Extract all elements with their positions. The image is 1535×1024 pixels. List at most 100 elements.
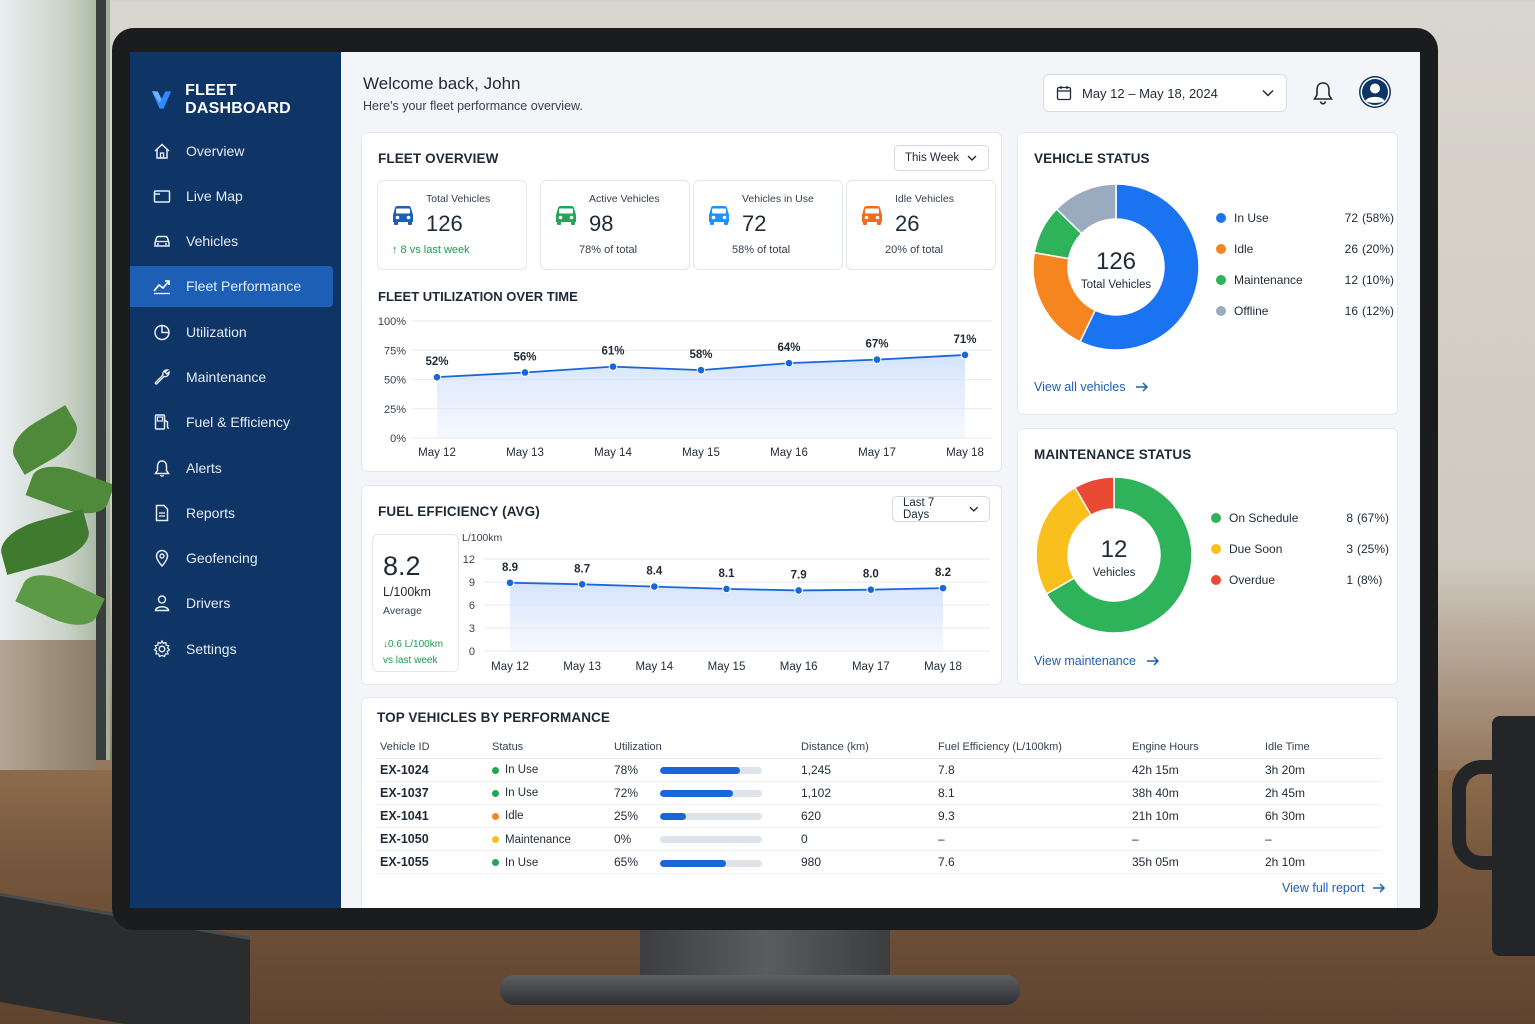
- vehicle-status-donut: 126 Total Vehicles: [1032, 181, 1202, 356]
- date-range-select[interactable]: May 12 – May 18, 2024: [1043, 74, 1287, 112]
- idle-time-cell: 3h 20m: [1261, 758, 1382, 781]
- x-tick-label: May 12: [491, 661, 529, 673]
- view-maintenance-link[interactable]: View maintenance: [1034, 654, 1160, 668]
- status-cell: In Use: [488, 851, 610, 874]
- legend-label: Overdue: [1229, 573, 1327, 587]
- table-row[interactable]: EX-1024 In Use 78% 1,245 7.8 42h 15m 3h 20m: [376, 758, 1382, 781]
- sidebar-item-drivers[interactable]: Drivers: [130, 583, 333, 624]
- x-tick-label: May 17: [858, 447, 896, 459]
- vehicle-id-cell[interactable]: EX-1055: [376, 851, 488, 874]
- user-avatar[interactable]: [1359, 76, 1391, 108]
- brand[interactable]: FLEET DASHBOARD: [150, 82, 341, 118]
- column-header[interactable]: Distance (km): [797, 736, 934, 758]
- table-row[interactable]: EX-1041 Idle 25% 620 9.3 21h 10m 6h 30m: [376, 804, 1382, 827]
- legend-count: 72: [1332, 211, 1358, 225]
- sidebar-item-fuel-efficiency[interactable]: Fuel & Efficiency: [130, 402, 333, 443]
- fuel-efficiency-card: FUEL EFFICIENCY (AVG) Last 7 Days 8.2 L/…: [361, 485, 1002, 685]
- status-cell: In Use: [488, 758, 610, 781]
- sidebar-item-label: Settings: [186, 641, 237, 657]
- fleet-overview-title: FLEET OVERVIEW: [378, 151, 498, 166]
- y-tick-label: 100%: [378, 316, 406, 328]
- sidebar-item-settings[interactable]: Settings: [130, 628, 333, 669]
- sidebar-item-overview[interactable]: Overview: [130, 130, 333, 171]
- trend-icon: [152, 276, 172, 296]
- status-dot: [492, 767, 499, 774]
- fleet-overview-card: FLEET OVERVIEW This Week Total Vehicles 1…: [361, 132, 1002, 472]
- legend-item: In Use 72 (58%): [1216, 211, 1394, 225]
- vehicle-status-card: VEHICLE STATUS 126 Total Vehicles In Use 7…: [1017, 132, 1398, 415]
- table-row[interactable]: EX-1055 In Use 65% 980 7.6 35h 05m 2h 10m: [376, 851, 1382, 874]
- legend-count: 16: [1332, 304, 1358, 318]
- view-all-vehicles-link[interactable]: View all vehicles: [1034, 380, 1149, 394]
- view-full-report-link[interactable]: View full report: [1282, 881, 1386, 895]
- utilization-cell: 0%: [610, 828, 797, 851]
- vehicle-status-title: VEHICLE STATUS: [1034, 151, 1150, 166]
- status-label: In Use: [505, 787, 538, 799]
- column-header[interactable]: Idle Time: [1261, 736, 1382, 758]
- column-header[interactable]: Utilization: [610, 736, 797, 758]
- sidebar-item-geofencing[interactable]: Geofencing: [130, 538, 333, 579]
- kpi-label: Vehicles in Use: [742, 193, 814, 205]
- notification-bell-icon[interactable]: [1311, 80, 1335, 106]
- bell-icon: [152, 458, 172, 478]
- legend-count: 3: [1327, 542, 1353, 556]
- legend-count: 1: [1327, 573, 1353, 587]
- vehicle-id-cell[interactable]: EX-1041: [376, 804, 488, 827]
- fuel-icon: [152, 412, 172, 432]
- sidebar-item-label: Live Map: [186, 188, 243, 204]
- utilization-bar: [660, 790, 762, 797]
- legend-item: Overdue 1 (8%): [1211, 573, 1382, 587]
- column-header[interactable]: Fuel Efficiency (L/100km): [934, 736, 1128, 758]
- link-label: View all vehicles: [1034, 380, 1125, 394]
- fuel-period-select[interactable]: Last 7 Days: [892, 496, 990, 522]
- donut-center-value: 12: [1101, 536, 1128, 563]
- vehicle-id-cell[interactable]: EX-1024: [376, 758, 488, 781]
- vehicle-id-cell[interactable]: EX-1037: [376, 781, 488, 804]
- table-row[interactable]: EX-1050 Maintenance 0% 0– – –: [376, 828, 1382, 851]
- engine-hours-cell: 35h 05m: [1128, 851, 1261, 874]
- top-vehicles-title: TOP VEHICLES BY PERFORMANCE: [377, 710, 610, 725]
- gear-icon: [152, 639, 172, 659]
- data-point: [795, 587, 803, 595]
- sidebar-item-alerts[interactable]: Alerts: [130, 447, 333, 488]
- sidebar-item-label: Reports: [186, 505, 235, 521]
- legend-dot: [1216, 275, 1226, 285]
- sidebar-item-utilization[interactable]: Utilization: [130, 311, 333, 352]
- link-label: View full report: [1282, 881, 1364, 895]
- fleet-overview-period-select[interactable]: This Week: [894, 145, 989, 171]
- kpi-idle-vehicles: Idle Vehicles 26 20% of total: [846, 180, 996, 270]
- sidebar-item-vehicles[interactable]: Vehicles: [130, 221, 333, 262]
- data-label: 7.9: [791, 569, 807, 581]
- report-icon: [152, 503, 172, 523]
- data-label: 71%: [953, 334, 976, 346]
- sidebar-item-fleet-performance[interactable]: Fleet Performance: [130, 266, 333, 307]
- column-header[interactable]: Status: [488, 736, 610, 758]
- engine-hours-cell: –: [1128, 828, 1261, 851]
- y-axis-label: L/100km: [462, 532, 503, 544]
- sidebar-item-reports[interactable]: Reports: [130, 492, 333, 533]
- kpi-label: Active Vehicles: [589, 193, 660, 205]
- vehicle-id-cell[interactable]: EX-1050: [376, 828, 488, 851]
- legend-dot: [1216, 213, 1226, 223]
- engine-hours-cell: 21h 10m: [1128, 804, 1261, 827]
- engine-hours-cell: 38h 40m: [1128, 781, 1261, 804]
- kpi-active-vehicles: Active Vehicles 98 78% of total: [540, 180, 690, 270]
- data-point: [521, 369, 529, 377]
- car-icon: [553, 203, 579, 227]
- fuel-efficiency-title: FUEL EFFICIENCY (AVG): [378, 504, 540, 519]
- donut-center-value: 126: [1096, 248, 1136, 275]
- column-header[interactable]: Engine Hours: [1128, 736, 1261, 758]
- kpi-value: 98: [589, 211, 613, 237]
- sidebar-item-live-map[interactable]: Live Map: [130, 175, 333, 216]
- x-tick-label: May 17: [852, 661, 890, 673]
- data-point: [867, 586, 875, 594]
- data-point: [723, 585, 731, 593]
- data-label: 8.1: [719, 568, 736, 580]
- sidebar-item-label: Maintenance: [186, 369, 266, 385]
- table-row[interactable]: EX-1037 In Use 72% 1,102 8.1 38h 40m 2h 45m: [376, 781, 1382, 804]
- sidebar-item-maintenance[interactable]: Maintenance: [130, 356, 333, 397]
- fuel-efficiency-chart: L/100km0369128.9May 128.7May 138.4May 14…: [460, 526, 995, 681]
- column-header[interactable]: Vehicle ID: [376, 736, 488, 758]
- maintenance-status-card: MAINTENANCE STATUS 12 Vehicles On Schedul…: [1017, 428, 1398, 685]
- car-icon: [152, 231, 172, 251]
